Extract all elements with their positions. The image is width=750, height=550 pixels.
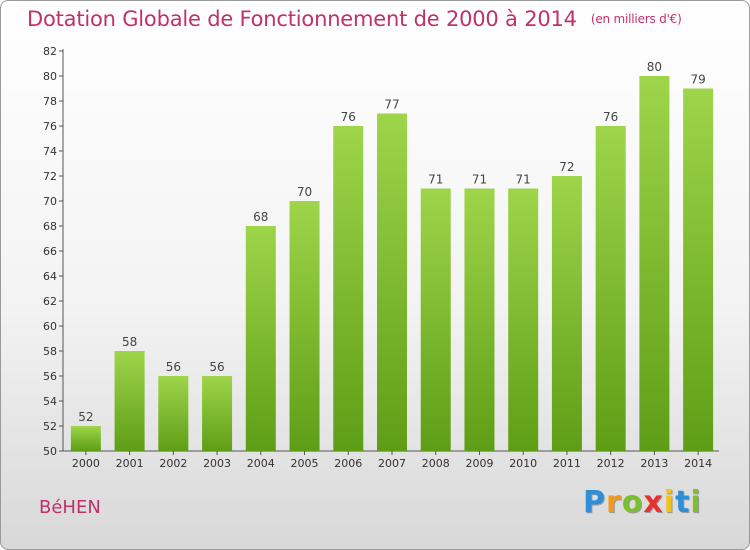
bar bbox=[420, 188, 451, 451]
bar bbox=[595, 126, 626, 451]
x-tick-label: 2010 bbox=[509, 457, 537, 470]
data-label: 79 bbox=[690, 73, 705, 87]
y-tick-label: 70 bbox=[43, 195, 57, 208]
bar bbox=[551, 176, 582, 451]
bar bbox=[245, 226, 276, 451]
x-tick-label: 2012 bbox=[597, 457, 625, 470]
data-label: 80 bbox=[647, 60, 662, 74]
bar bbox=[333, 126, 364, 451]
data-label: 70 bbox=[297, 185, 312, 199]
y-tick-label: 82 bbox=[43, 45, 57, 58]
bar bbox=[639, 76, 670, 451]
y-tick-label: 52 bbox=[43, 420, 57, 433]
y-tick-label: 62 bbox=[43, 295, 57, 308]
y-tick-label: 74 bbox=[43, 145, 57, 158]
y-tick-label: 78 bbox=[43, 95, 57, 108]
bar bbox=[158, 376, 189, 451]
data-label: 58 bbox=[122, 335, 137, 349]
y-tick-label: 58 bbox=[43, 345, 57, 358]
chart-subtitle: (en milliers d'€) bbox=[590, 12, 682, 26]
bar bbox=[202, 376, 233, 451]
y-tick-label: 66 bbox=[43, 245, 57, 258]
y-tick-label: 76 bbox=[43, 120, 57, 133]
x-tick-label: 2011 bbox=[553, 457, 581, 470]
chart-title-text: Dotation Globale de Fonctionnement de 20… bbox=[27, 7, 577, 31]
y-tick-label: 60 bbox=[43, 320, 57, 333]
y-tick-label: 54 bbox=[43, 395, 57, 408]
x-tick-label: 2001 bbox=[116, 457, 144, 470]
data-label: 76 bbox=[603, 110, 618, 124]
data-label: 76 bbox=[341, 110, 356, 124]
x-tick-label: 2000 bbox=[72, 457, 100, 470]
logo-letter: i bbox=[663, 485, 676, 520]
chart-title: Dotation Globale de Fonctionnement de 20… bbox=[27, 7, 682, 31]
y-tick-label: 50 bbox=[43, 445, 57, 458]
bar bbox=[70, 426, 101, 451]
bar bbox=[289, 201, 320, 451]
logo-letter: P bbox=[583, 485, 606, 520]
data-label: 71 bbox=[428, 173, 443, 187]
x-tick-label: 2002 bbox=[159, 457, 187, 470]
x-tick-label: 2014 bbox=[684, 457, 712, 470]
x-tick-label: 2008 bbox=[422, 457, 450, 470]
chart-labels: 2000 52 2001 58 2002 56 2003 56 2004 68 2005 70 2006… bbox=[72, 60, 712, 470]
data-label: 77 bbox=[384, 98, 399, 112]
logo-letter: t bbox=[675, 485, 691, 520]
y-tick-label: 72 bbox=[43, 170, 57, 183]
x-tick-label: 2006 bbox=[334, 457, 362, 470]
x-tick-label: 2004 bbox=[247, 457, 275, 470]
proxiti-logo[interactable]: Proxiti bbox=[583, 485, 702, 520]
y-tick-label: 56 bbox=[43, 370, 57, 383]
x-tick-label: 2005 bbox=[291, 457, 319, 470]
logo-letter: r bbox=[606, 485, 622, 520]
chart-axes: 50 52 54 56 58 60 62 64 66 68 70 72 74 76 78 80 82 bbox=[43, 45, 719, 458]
x-tick-label: 2009 bbox=[465, 457, 493, 470]
bar bbox=[683, 88, 714, 451]
data-label: 56 bbox=[209, 360, 224, 374]
bar bbox=[377, 113, 407, 451]
y-tick-label: 64 bbox=[43, 270, 57, 283]
bar bbox=[464, 188, 495, 451]
data-label: 68 bbox=[253, 210, 268, 224]
data-label: 71 bbox=[472, 173, 487, 187]
y-tick-label: 68 bbox=[43, 220, 57, 233]
bar bbox=[114, 351, 145, 451]
data-label: 52 bbox=[78, 410, 93, 424]
y-tick-label: 80 bbox=[43, 70, 57, 83]
x-tick-label: 2013 bbox=[640, 457, 668, 470]
logo-letter: i bbox=[690, 485, 702, 520]
x-tick-label: 2007 bbox=[378, 457, 406, 470]
data-label: 72 bbox=[559, 160, 574, 174]
bar bbox=[508, 188, 539, 451]
chart-bars bbox=[70, 76, 714, 451]
logo-letter: x bbox=[643, 485, 664, 520]
location-name: BéHEN bbox=[39, 497, 101, 518]
data-label: 56 bbox=[166, 360, 181, 374]
x-tick-label: 2003 bbox=[203, 457, 231, 470]
data-label: 71 bbox=[516, 173, 531, 187]
logo-letter: o bbox=[621, 485, 644, 520]
